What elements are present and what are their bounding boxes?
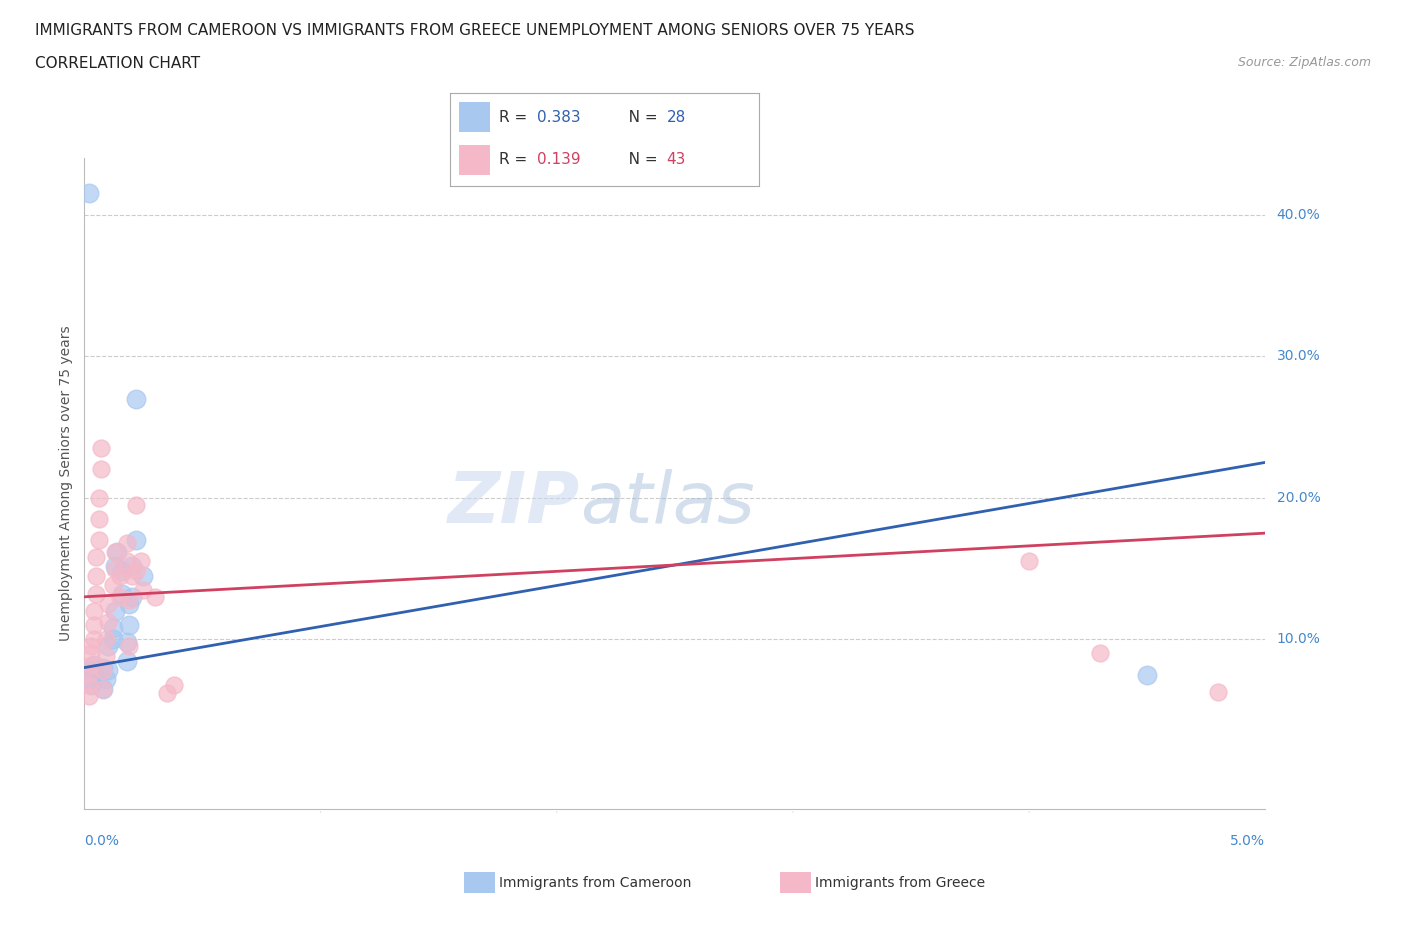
- Point: [1206, 684, 1229, 699]
- Point: [121, 590, 143, 604]
- Point: [121, 558, 143, 573]
- Text: 0.0%: 0.0%: [84, 834, 120, 848]
- Point: [115, 554, 138, 569]
- Point: [104, 544, 127, 559]
- Point: [1088, 646, 1111, 661]
- Point: [125, 498, 148, 512]
- Point: [111, 564, 134, 578]
- Point: [84, 550, 107, 565]
- Point: [125, 564, 148, 578]
- Point: [77, 671, 100, 686]
- Point: [97, 663, 120, 678]
- Point: [87, 512, 110, 526]
- Point: [156, 685, 179, 700]
- Point: [118, 618, 141, 632]
- Point: [111, 587, 134, 602]
- Point: [91, 682, 114, 697]
- Point: [84, 568, 107, 583]
- Point: [83, 667, 105, 682]
- Point: [132, 582, 155, 597]
- Point: [83, 658, 105, 672]
- Point: [118, 639, 141, 654]
- Point: [101, 578, 124, 593]
- Point: [87, 490, 110, 505]
- Point: [101, 631, 124, 646]
- Text: 43: 43: [666, 153, 686, 167]
- Text: 28: 28: [666, 110, 686, 125]
- Point: [97, 596, 120, 611]
- Point: [97, 615, 120, 630]
- Point: [108, 590, 131, 604]
- Point: [94, 649, 117, 664]
- Point: [80, 677, 103, 692]
- Point: [104, 604, 127, 618]
- Point: [83, 631, 105, 646]
- Text: R =: R =: [499, 110, 533, 125]
- Point: [97, 639, 120, 654]
- Point: [80, 639, 103, 654]
- Point: [77, 667, 100, 682]
- Text: atlas: atlas: [581, 469, 755, 538]
- Point: [94, 631, 117, 646]
- Point: [121, 568, 143, 583]
- Text: IMMIGRANTS FROM CAMEROON VS IMMIGRANTS FROM GREECE UNEMPLOYMENT AMONG SENIORS OV: IMMIGRANTS FROM CAMEROON VS IMMIGRANTS F…: [35, 23, 915, 38]
- Text: 40.0%: 40.0%: [1277, 207, 1320, 221]
- Point: [91, 660, 114, 675]
- Text: R =: R =: [499, 153, 533, 167]
- Point: [1018, 554, 1040, 569]
- Point: [90, 462, 112, 477]
- Point: [104, 561, 127, 576]
- Point: [1136, 667, 1159, 682]
- Text: 20.0%: 20.0%: [1277, 491, 1320, 505]
- Point: [107, 544, 129, 559]
- Text: Immigrants from Cameroon: Immigrants from Cameroon: [499, 875, 692, 890]
- Text: 5.0%: 5.0%: [1230, 834, 1265, 848]
- Point: [84, 587, 107, 602]
- Text: 0.139: 0.139: [537, 153, 581, 167]
- Point: [83, 604, 105, 618]
- Text: Immigrants from Greece: Immigrants from Greece: [815, 875, 986, 890]
- Point: [77, 663, 100, 678]
- Point: [91, 663, 114, 678]
- Point: [143, 590, 166, 604]
- Point: [77, 677, 100, 692]
- Text: N =: N =: [614, 110, 662, 125]
- Point: [118, 596, 141, 611]
- Text: Source: ZipAtlas.com: Source: ZipAtlas.com: [1237, 56, 1371, 69]
- Point: [101, 620, 124, 635]
- Text: CORRELATION CHART: CORRELATION CHART: [35, 56, 200, 71]
- Point: [125, 392, 148, 406]
- Point: [163, 677, 186, 692]
- Text: N =: N =: [614, 153, 662, 167]
- Text: 30.0%: 30.0%: [1277, 350, 1320, 364]
- Point: [77, 186, 100, 201]
- Point: [129, 554, 152, 569]
- Point: [83, 618, 105, 632]
- Point: [91, 682, 114, 697]
- Point: [90, 441, 112, 456]
- Bar: [460, 145, 491, 175]
- Point: [80, 646, 103, 661]
- Point: [80, 658, 103, 672]
- Point: [108, 568, 131, 583]
- Point: [94, 671, 117, 686]
- Point: [115, 653, 138, 668]
- Point: [87, 533, 110, 548]
- Y-axis label: Unemployment Among Seniors over 75 years: Unemployment Among Seniors over 75 years: [59, 326, 73, 642]
- Bar: [460, 102, 491, 132]
- Point: [125, 533, 148, 548]
- Point: [104, 558, 127, 573]
- Point: [115, 536, 138, 551]
- Point: [118, 592, 141, 607]
- Point: [132, 568, 155, 583]
- Text: 10.0%: 10.0%: [1277, 632, 1320, 646]
- Text: 0.383: 0.383: [537, 110, 581, 125]
- Text: ZIP: ZIP: [449, 469, 581, 538]
- Point: [115, 634, 138, 649]
- Point: [77, 688, 100, 703]
